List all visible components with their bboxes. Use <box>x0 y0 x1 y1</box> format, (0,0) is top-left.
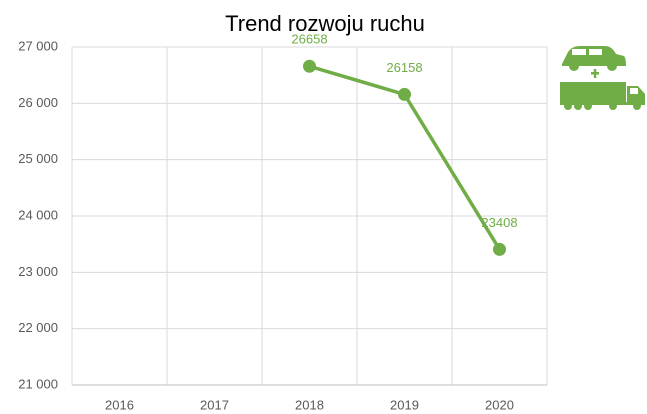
y-tick-label: 24 000 <box>18 207 58 222</box>
data-label: 26158 <box>386 60 422 75</box>
y-tick-label: 26 000 <box>18 95 58 110</box>
data-label: 23408 <box>481 215 517 230</box>
y-tick-label: 25 000 <box>18 151 58 166</box>
data-label: 26658 <box>291 32 327 47</box>
y-tick-label: 22 000 <box>18 320 58 335</box>
data-point <box>493 242 506 256</box>
x-tick-label: 2016 <box>105 397 134 412</box>
data-point <box>398 87 411 101</box>
x-tick-label: 2017 <box>200 397 229 412</box>
x-tick-label: 2019 <box>390 397 419 412</box>
y-tick-label: 21 000 <box>18 376 58 391</box>
y-tick-label: 23 000 <box>18 264 58 279</box>
y-tick-label: 27 000 <box>18 38 58 53</box>
x-tick-label: 2018 <box>295 397 324 412</box>
vehicle-icon <box>560 46 645 110</box>
data-point <box>303 59 316 73</box>
x-tick-label: 2020 <box>485 397 514 412</box>
chart-title: Trend rozwoju ruchu <box>225 11 425 36</box>
